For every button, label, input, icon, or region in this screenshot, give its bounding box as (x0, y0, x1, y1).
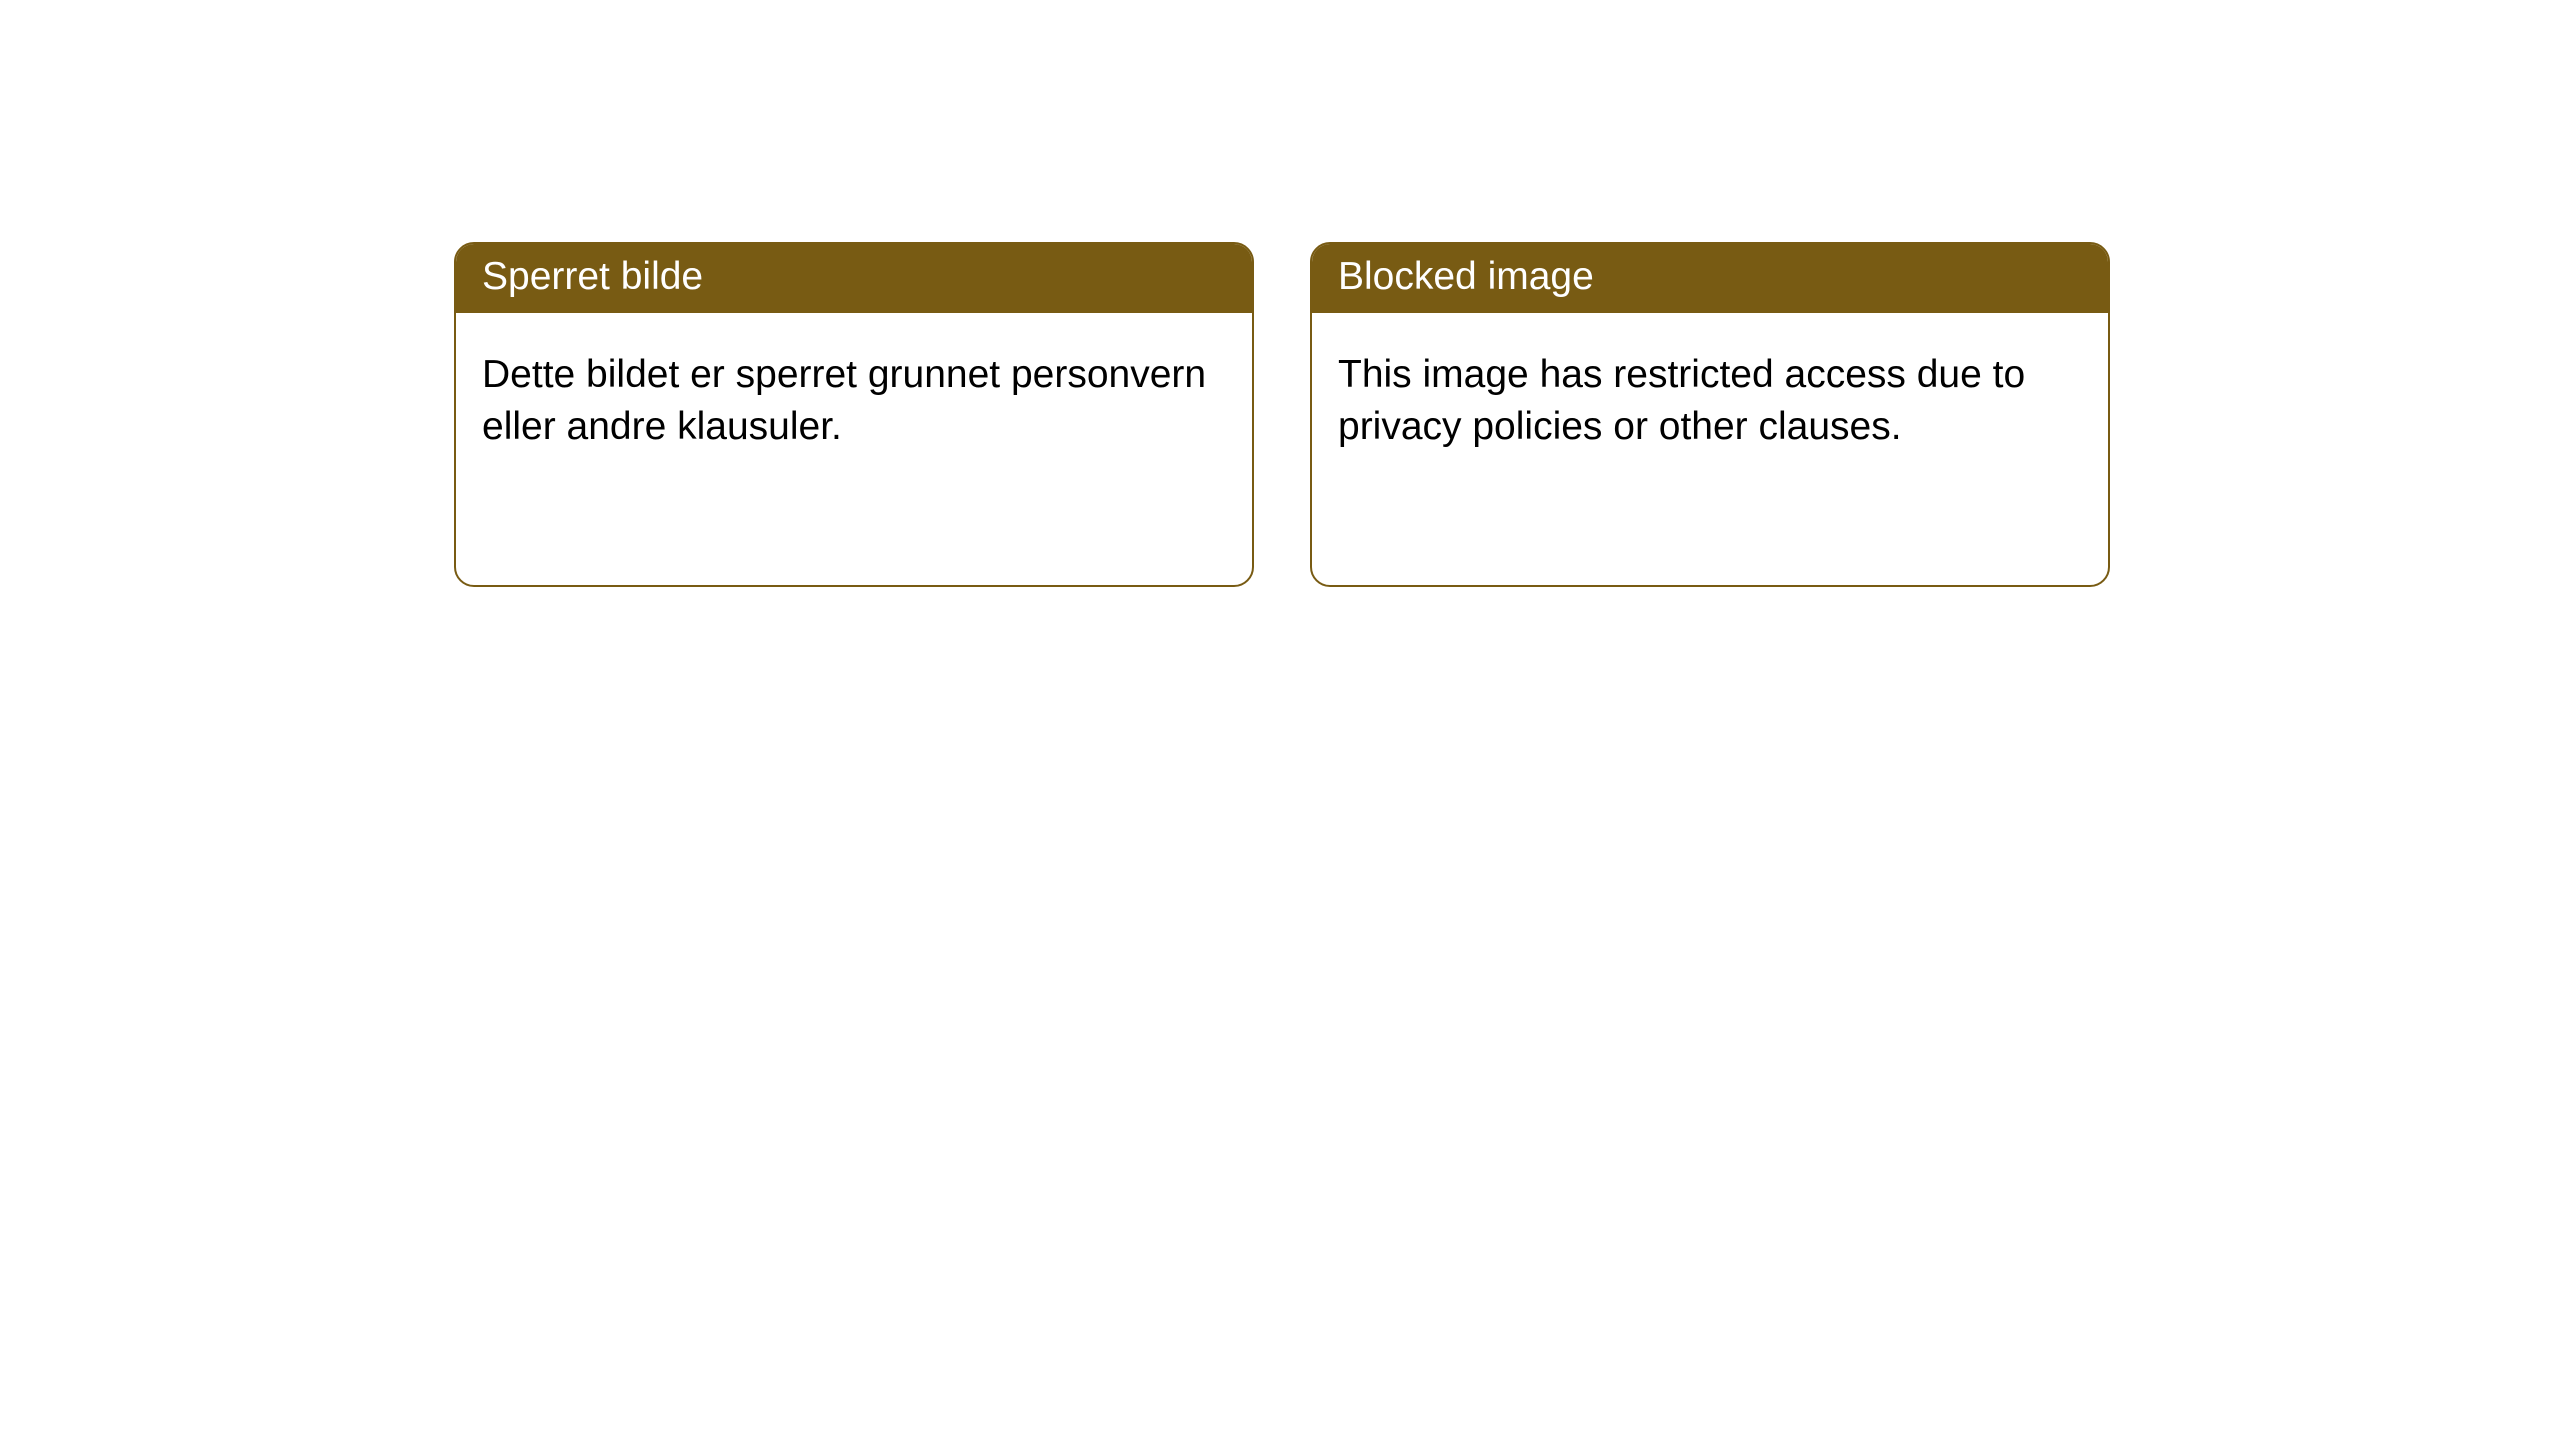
notice-card-english: Blocked image This image has restricted … (1310, 242, 2110, 587)
card-body-norwegian: Dette bildet er sperret grunnet personve… (456, 313, 1252, 585)
notice-card-norwegian: Sperret bilde Dette bildet er sperret gr… (454, 242, 1254, 587)
notice-container: Sperret bilde Dette bildet er sperret gr… (0, 0, 2560, 587)
card-header-english: Blocked image (1312, 244, 2108, 313)
card-body-english: This image has restricted access due to … (1312, 313, 2108, 585)
card-header-norwegian: Sperret bilde (456, 244, 1252, 313)
